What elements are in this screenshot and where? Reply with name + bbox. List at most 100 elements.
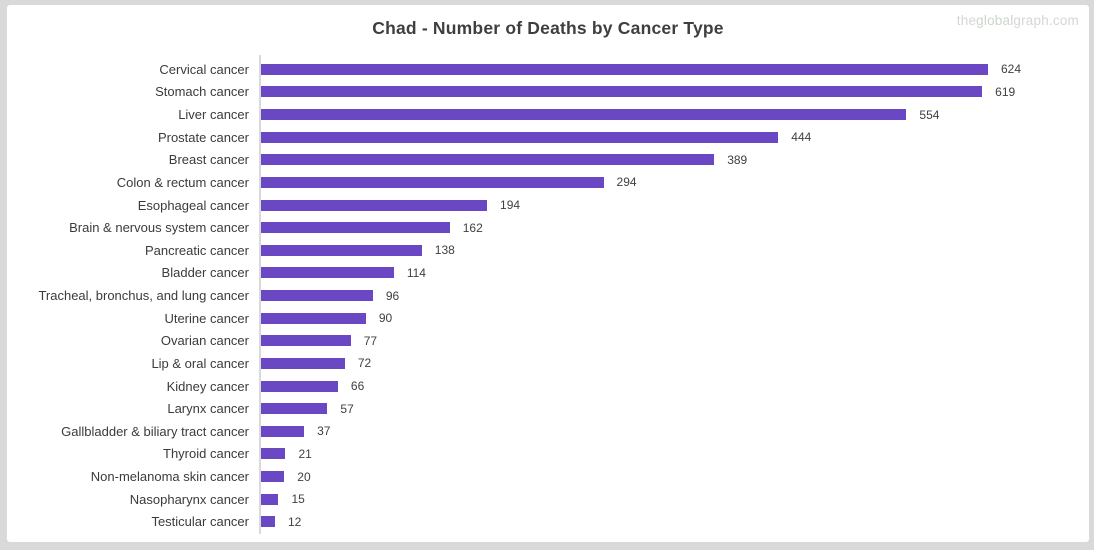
category-label: Larynx cancer: [167, 401, 249, 417]
bar-track: 37: [259, 420, 1089, 443]
bar: [261, 357, 345, 369]
value-label: 57: [340, 401, 354, 416]
chart-panel: theglobalgraph.com Chad - Number of Deat…: [7, 5, 1089, 542]
category-label: Nasopharynx cancer: [129, 491, 249, 507]
bar: [261, 86, 983, 98]
value-label: 72: [357, 356, 372, 371]
bar: [261, 471, 285, 483]
bar-row: Brain & nervous system cancer 162: [7, 216, 1089, 239]
value-label: 294: [616, 175, 637, 190]
value-label: 554: [919, 107, 940, 122]
bar-track: 12: [259, 511, 1089, 534]
bar-track: 72: [259, 352, 1089, 375]
category-label: Cervical cancer: [159, 61, 249, 77]
bar-row: Stomach cancer 619: [7, 81, 1089, 104]
bar-row: Breast cancer 389: [7, 149, 1089, 172]
value-label: 114: [406, 265, 426, 280]
bar: [261, 312, 366, 324]
bar-track: 114: [259, 262, 1089, 285]
bar-row: Colon & rectum cancer 294: [7, 171, 1089, 194]
value-label: 162: [462, 220, 483, 235]
category-label: Colon & rectum cancer: [116, 174, 249, 190]
bar-track: 77: [259, 330, 1089, 353]
bar: [261, 290, 373, 302]
category-label: Testicular cancer: [151, 514, 249, 530]
category-label: Kidney cancer: [166, 378, 249, 394]
bar-row: Tracheal, bronchus, and lung cancer 96: [7, 284, 1089, 307]
bar: [261, 448, 286, 460]
value-label: 77: [363, 333, 378, 348]
bar: [261, 493, 279, 505]
bar-row: Prostate cancer 444: [7, 126, 1089, 149]
bar-row: Kidney cancer 66: [7, 375, 1089, 398]
bar-row: Cervical cancer 624: [7, 58, 1089, 81]
value-label: 444: [791, 130, 812, 145]
value-label: 90: [378, 311, 393, 326]
bar: [261, 244, 422, 256]
bar: [261, 199, 488, 211]
value-label: 389: [727, 152, 748, 167]
value-label: 12: [287, 514, 302, 529]
bar-row: Testicular cancer 12: [7, 511, 1089, 534]
bar-row: Larynx cancer 57: [7, 397, 1089, 420]
category-label: Stomach cancer: [155, 84, 249, 100]
bar: [261, 425, 305, 437]
category-label: Liver cancer: [178, 107, 249, 123]
bar-track: 138: [259, 239, 1089, 262]
bar: [261, 380, 338, 392]
bar-track: 96: [259, 284, 1089, 307]
bar-row: Nasopharynx cancer 15: [7, 488, 1089, 511]
watermark: theglobalgraph.com: [957, 13, 1079, 28]
bar: [261, 109, 907, 121]
value-label: 37: [317, 424, 331, 439]
bar-track: 162: [259, 216, 1089, 239]
bar-row: Lip & oral cancer 72: [7, 352, 1089, 375]
bar-track: 194: [259, 194, 1089, 217]
bar-row: Non-melanoma skin cancer 20: [7, 465, 1089, 488]
bar-track: 20: [259, 465, 1089, 488]
bar-row: Liver cancer 554: [7, 103, 1089, 126]
category-label: Gallbladder & biliary tract cancer: [61, 423, 249, 439]
category-label: Tracheal, bronchus, and lung cancer: [38, 288, 249, 304]
bar: [261, 516, 275, 528]
value-label: 15: [291, 492, 305, 507]
bar-track: 444: [259, 126, 1089, 149]
bar: [261, 176, 604, 188]
value-label: 96: [385, 288, 400, 303]
chart-title: Chad - Number of Deaths by Cancer Type: [372, 18, 724, 38]
watermark-prefix: the: [956, 13, 977, 28]
bar-track: 624: [259, 58, 1089, 81]
bar-track: 15: [259, 488, 1089, 511]
bar-row: Ovarian cancer 77: [7, 330, 1089, 353]
watermark-middle: global: [976, 13, 1014, 28]
bar-row: Gallbladder & biliary tract cancer 37: [7, 420, 1089, 443]
category-label: Uterine cancer: [164, 310, 249, 326]
bar: [261, 222, 450, 234]
bar-track: 619: [259, 81, 1089, 104]
bar-row: Thyroid cancer 21: [7, 443, 1089, 466]
value-label: 138: [434, 243, 455, 258]
bar-track: 294: [259, 171, 1089, 194]
category-label: Non-melanoma skin cancer: [90, 469, 249, 485]
bar: [261, 267, 394, 279]
bar: [261, 154, 715, 166]
category-label: Thyroid cancer: [163, 446, 249, 462]
category-label: Bladder cancer: [161, 265, 249, 281]
bar-row: Uterine cancer 90: [7, 307, 1089, 330]
watermark-suffix: graph.com: [1013, 13, 1079, 28]
category-label: Esophageal cancer: [137, 197, 249, 213]
bar: [261, 131, 779, 143]
category-label: Ovarian cancer: [160, 333, 249, 349]
category-label: Prostate cancer: [157, 129, 249, 145]
value-label: 66: [350, 379, 365, 394]
bar-row: Bladder cancer 114: [7, 262, 1089, 285]
value-label: 619: [995, 84, 1016, 99]
bar-row: Pancreatic cancer 138: [7, 239, 1089, 262]
bar: [261, 335, 351, 347]
bar: [261, 63, 988, 75]
bar-track: 21: [259, 443, 1089, 466]
bar-track: 57: [259, 397, 1089, 420]
bar-rows-container: Cervical cancer 624 Stomach cancer 619 Liver…: [7, 58, 1089, 533]
category-label: Pancreatic cancer: [144, 242, 249, 258]
bar: [261, 403, 328, 415]
